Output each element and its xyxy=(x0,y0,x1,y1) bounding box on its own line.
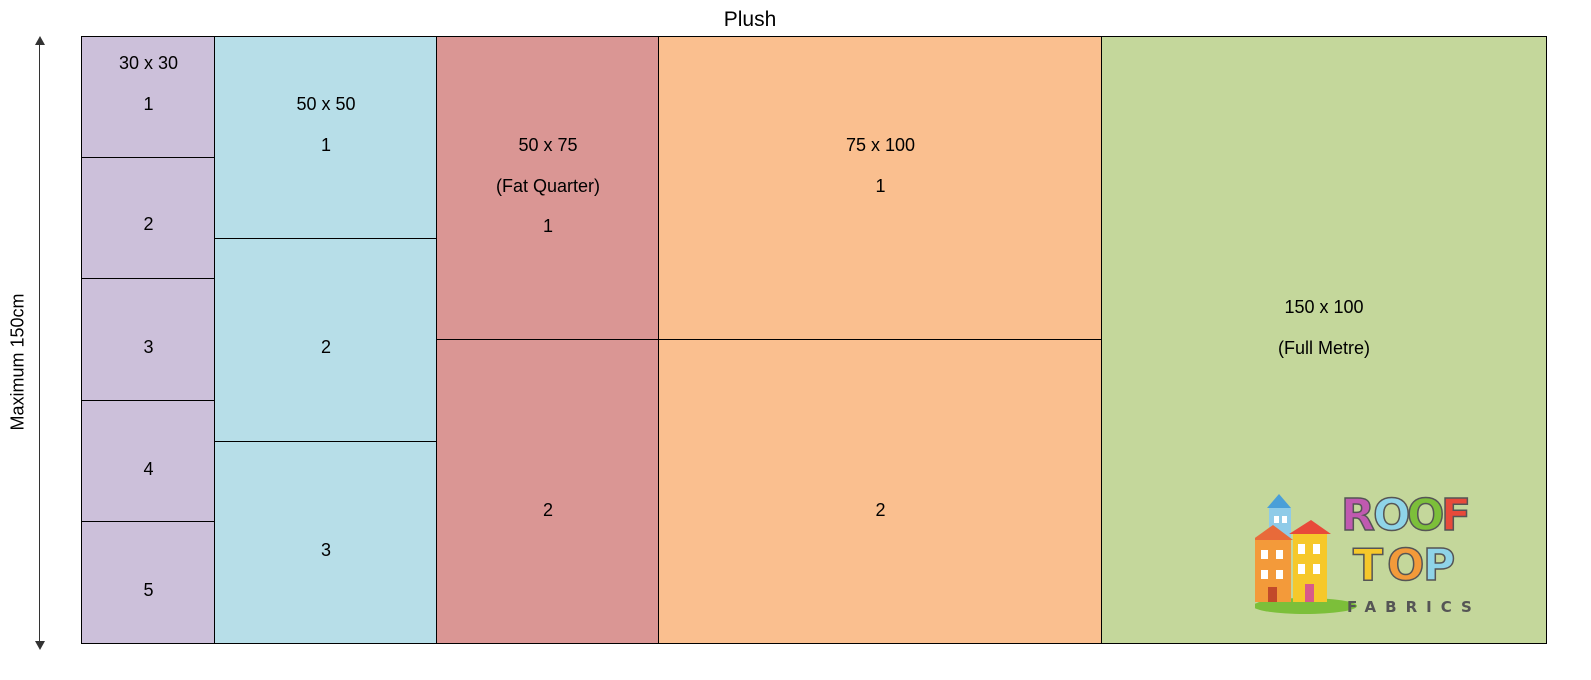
piece-number: 1 xyxy=(542,216,553,236)
piece-30x30-1: 30 x 30 1 xyxy=(81,36,216,159)
diagram-title: Plush xyxy=(723,8,777,31)
svg-text:O: O xyxy=(1407,490,1444,541)
piece-50x50-3: 3 xyxy=(214,441,438,644)
piece-50x50-1: 50 x 50 1 xyxy=(214,36,438,240)
piece-30x30-5: 5 xyxy=(81,521,216,644)
height-arrow xyxy=(35,36,45,650)
piece-number: 3 xyxy=(320,540,331,560)
svg-text:F: F xyxy=(1441,490,1471,541)
rooftop-fabrics-logo: R O O F T O P FABRICS xyxy=(1252,489,1525,625)
svg-text:P: P xyxy=(1423,540,1455,591)
piece-size-label: 150 x 100 xyxy=(1284,297,1364,317)
piece-size-label: 50 x 50 xyxy=(296,94,356,114)
piece-30x30-2: 2 xyxy=(81,157,216,280)
height-axis-label: Maximum 150cm xyxy=(7,293,28,431)
piece-number: 1 xyxy=(320,135,331,155)
svg-text:FABRICS: FABRICS xyxy=(1347,598,1481,616)
piece-subtitle: (Fat Quarter) xyxy=(495,176,601,196)
piece-size-label: 50 x 75 xyxy=(518,135,578,155)
houses-logo-icon: R O O F T O P FABRICS xyxy=(1252,489,1481,616)
svg-text:R: R xyxy=(1341,490,1375,541)
svg-text:T: T xyxy=(1353,540,1383,591)
piece-size-label: 30 x 30 xyxy=(118,53,179,73)
arrow-down-icon xyxy=(35,641,45,650)
piece-50x50-2: 2 xyxy=(214,238,438,443)
piece-number: 2 xyxy=(875,500,886,520)
piece-subtitle: (Full Metre) xyxy=(1277,338,1370,358)
piece-50x75-2: 2 xyxy=(436,339,660,644)
piece-number: 4 xyxy=(143,459,154,479)
piece-number: 1 xyxy=(143,94,154,114)
svg-text:O: O xyxy=(1387,540,1424,591)
piece-number: 3 xyxy=(143,337,154,357)
piece-number: 2 xyxy=(143,214,154,234)
svg-text:O: O xyxy=(1373,490,1410,541)
piece-size-label: 75 x 100 xyxy=(845,135,916,155)
piece-75x100-2: 2 xyxy=(658,339,1103,644)
piece-number: 5 xyxy=(143,580,154,600)
piece-30x30-4: 4 xyxy=(81,400,216,523)
piece-number: 1 xyxy=(875,176,886,196)
arrow-up-icon xyxy=(35,36,45,45)
piece-30x30-3: 3 xyxy=(81,278,216,402)
piece-75x100-1: 75 x 100 1 xyxy=(658,36,1103,341)
piece-50x75-1: 50 x 75 (Fat Quarter) 1 xyxy=(436,36,660,341)
piece-number: 2 xyxy=(320,337,331,357)
piece-number: 2 xyxy=(542,500,553,520)
